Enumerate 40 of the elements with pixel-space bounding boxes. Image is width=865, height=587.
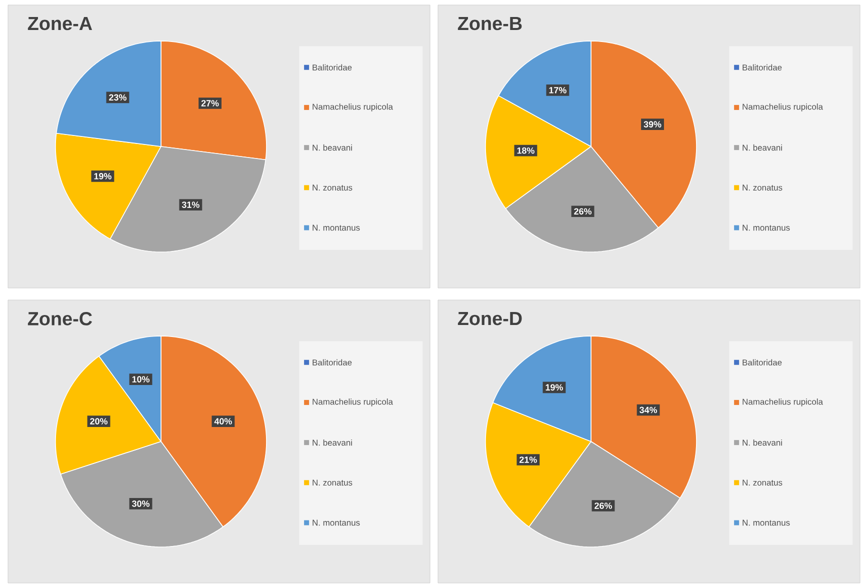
legend-label: Namachelius rupicola bbox=[742, 398, 823, 406]
chart-title: Zone-A bbox=[28, 16, 92, 30]
legend-label: N. montanus bbox=[312, 224, 360, 231]
legend-label: Namachelius rupicola bbox=[312, 398, 393, 406]
data-label: 21% bbox=[520, 456, 537, 463]
data-label: 40% bbox=[214, 418, 232, 424]
chart-title: Zone-B bbox=[458, 16, 522, 30]
data-label: 26% bbox=[594, 502, 612, 509]
legend-label: Balitoridae bbox=[312, 359, 352, 366]
data-label: 19% bbox=[94, 173, 112, 180]
data-label: 18% bbox=[517, 147, 534, 154]
legend-label: Namachelius rupicola bbox=[742, 104, 823, 112]
legend-label: N. montanus bbox=[742, 224, 790, 231]
chart-title: Zone-C bbox=[28, 312, 92, 326]
data-label: 30% bbox=[132, 500, 150, 507]
legend-label: Namachelius rupicola bbox=[312, 104, 393, 112]
legend-label: N. beavani bbox=[312, 144, 352, 151]
data-label: 26% bbox=[574, 208, 592, 215]
data-label: 23% bbox=[109, 94, 126, 101]
legend-label: N. beavani bbox=[742, 439, 782, 446]
legend-label: N. beavani bbox=[742, 144, 782, 151]
legend-label: N. zonatus bbox=[742, 480, 782, 486]
data-label: 17% bbox=[549, 87, 566, 94]
legend-label: Balitoridae bbox=[742, 359, 782, 366]
legend-label: Balitoridae bbox=[312, 64, 352, 70]
data-label: 39% bbox=[644, 121, 662, 128]
legend-label: Balitoridae bbox=[742, 64, 782, 70]
legend-label: N. montanus bbox=[312, 520, 360, 526]
chart-title: Zone-D bbox=[458, 312, 522, 326]
data-label: 10% bbox=[132, 376, 150, 382]
data-label: 31% bbox=[182, 202, 200, 208]
data-label: 20% bbox=[90, 418, 108, 424]
legend-label: N. beavani bbox=[312, 439, 352, 446]
data-label: 34% bbox=[640, 406, 658, 414]
legend-label: N. zonatus bbox=[312, 184, 352, 191]
legend-label: N. zonatus bbox=[742, 184, 782, 191]
data-label: 27% bbox=[201, 100, 219, 106]
data-label: 19% bbox=[546, 384, 563, 391]
legend-label: N. zonatus bbox=[312, 480, 352, 486]
legend-label: N. montanus bbox=[742, 520, 790, 526]
